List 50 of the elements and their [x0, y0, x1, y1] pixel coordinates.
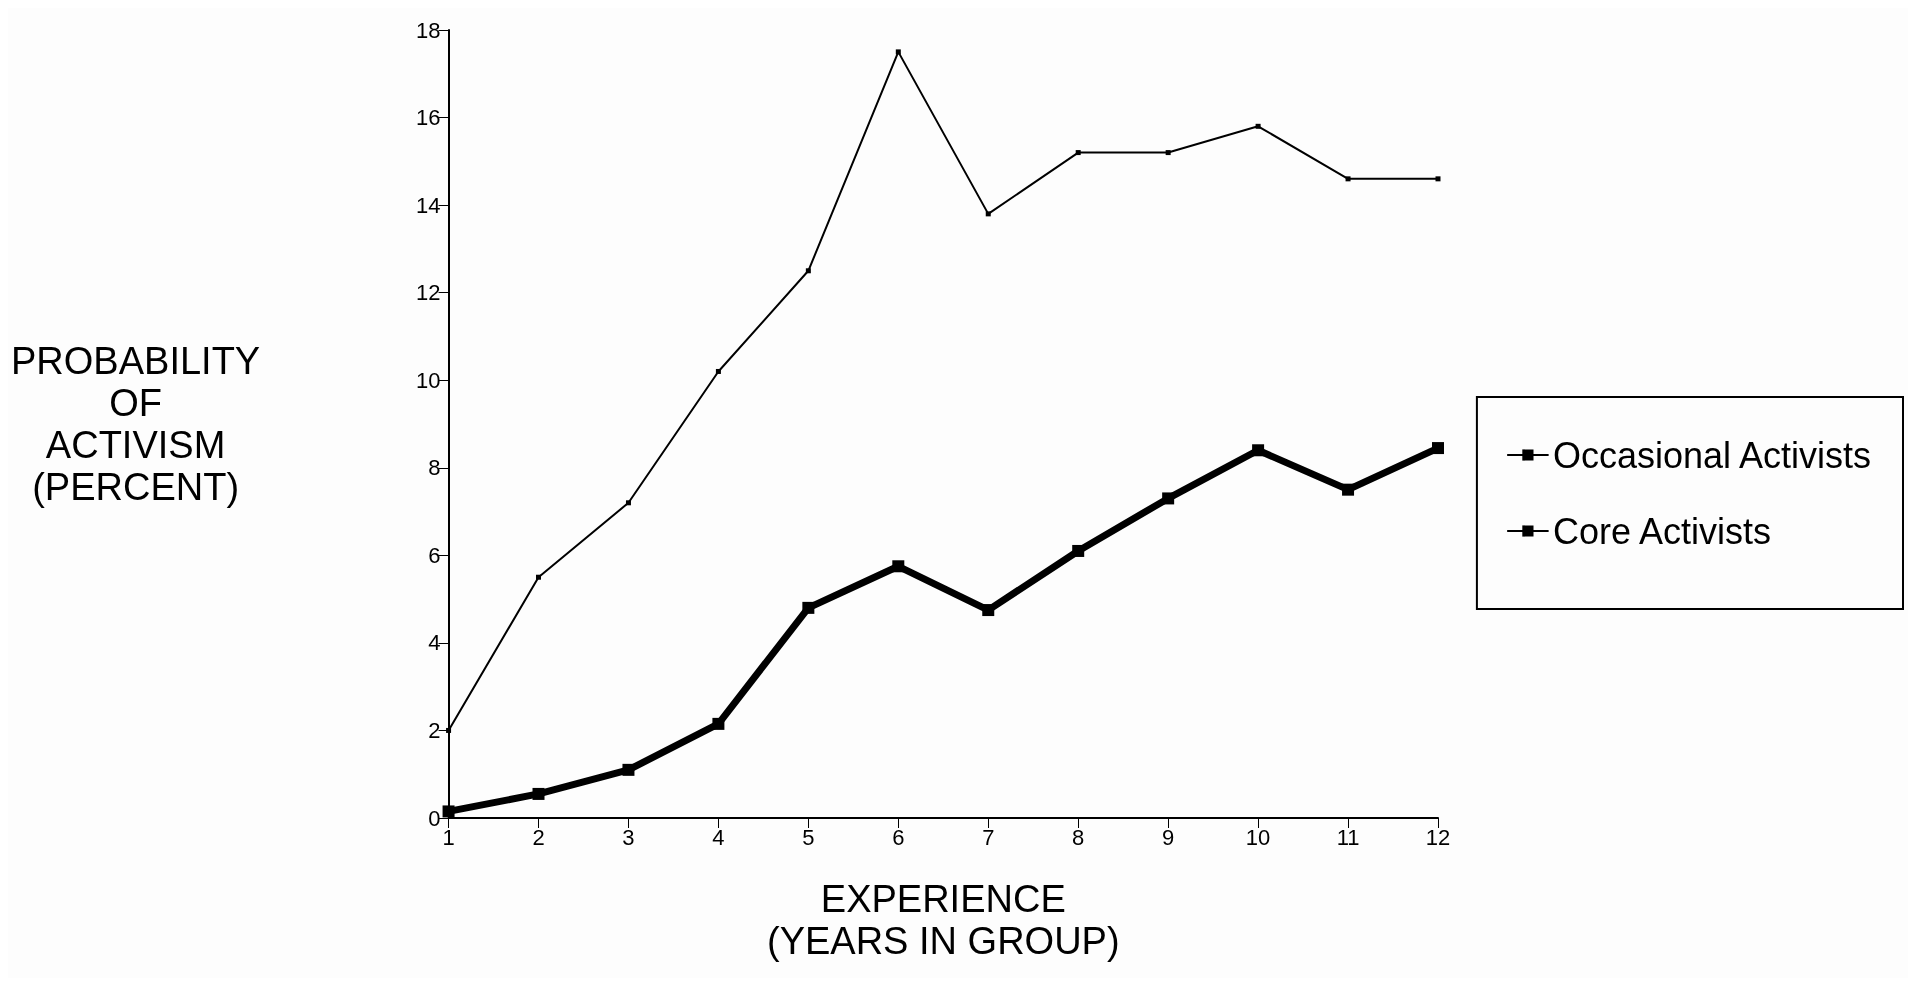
legend-label: Occasional Activists: [1552, 434, 1872, 476]
y-tick-label: 14: [416, 192, 441, 218]
point: [1342, 483, 1355, 496]
point: [985, 211, 991, 217]
point: [805, 268, 811, 274]
y-tick-label: 2: [428, 717, 441, 743]
y-tick-label: 6: [428, 542, 441, 568]
point: [712, 717, 725, 730]
point: [442, 805, 455, 818]
x-tick-label: 1: [442, 824, 455, 850]
y-tick-label: 8: [428, 455, 441, 481]
point: [1435, 176, 1441, 182]
x-tick-label: 3: [622, 824, 635, 850]
point: [895, 49, 901, 55]
x-tick-label: 11: [1336, 824, 1360, 850]
legend-label: Core Activists: [1552, 510, 1771, 552]
y-tick-label: 18: [416, 17, 441, 43]
x-tick-label: 7: [982, 824, 995, 850]
x-axis-title: EXPERIENCE (YEARS IN GROUP): [766, 878, 1120, 962]
point: [536, 574, 542, 580]
point: [446, 727, 452, 733]
point: [1252, 444, 1265, 457]
point: [982, 604, 995, 617]
point: [715, 368, 721, 374]
y-tick-label: 4: [428, 630, 441, 656]
point: [1072, 544, 1085, 557]
x-tick-label: 12: [1425, 824, 1451, 850]
point: [802, 601, 815, 614]
point: [1255, 123, 1261, 129]
point: [532, 787, 545, 800]
point: [1432, 442, 1444, 455]
point: [1162, 492, 1175, 505]
x-tick-label: 6: [892, 824, 905, 850]
y-tick-label: 12: [416, 280, 441, 306]
y-axis-title: PROBABILITY OF ACTIVISM (PERCENT): [10, 340, 261, 508]
point: [625, 500, 631, 506]
point: [1345, 176, 1351, 182]
x-tick-label: 8: [1072, 824, 1085, 850]
x-tick-label: 5: [802, 824, 815, 850]
point: [1075, 150, 1081, 156]
point: [622, 763, 635, 776]
y-tick-label: 0: [428, 805, 441, 831]
x-tick-label: 9: [1162, 824, 1175, 850]
y-tick-label: 10: [416, 367, 441, 393]
x-tick-label: 10: [1245, 824, 1271, 850]
x-tick-label: 4: [712, 824, 725, 850]
x-tick-label: 2: [532, 824, 545, 850]
point: [1165, 150, 1171, 156]
y-tick-label: 16: [416, 105, 441, 131]
point: [892, 560, 905, 573]
